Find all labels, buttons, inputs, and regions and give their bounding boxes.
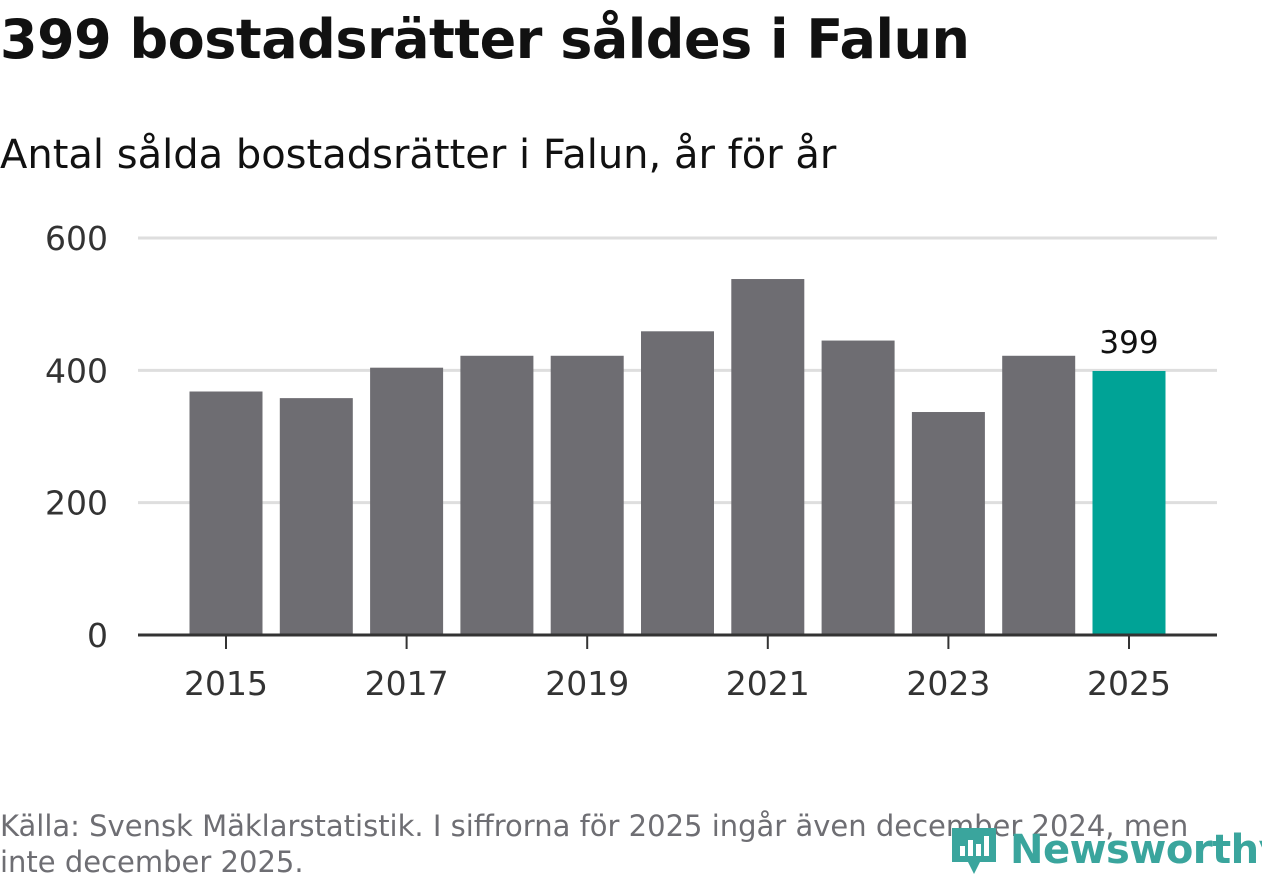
- bar: [731, 279, 805, 635]
- bar: [189, 391, 263, 635]
- chart-title: 399 bostadsrätter såldes i Falun: [0, 8, 970, 71]
- bar: [1002, 355, 1076, 635]
- y-tick-label: 0: [87, 616, 108, 655]
- bars: [189, 279, 1166, 635]
- y-axis-ticks: 0 200 400 600: [45, 219, 108, 655]
- brand-name: Newsworthy: [1010, 827, 1262, 873]
- newsworthy-logo: Newsworthy: [948, 822, 1262, 878]
- chart-subtitle: Antal sålda bostadsrätter i Falun, år fö…: [0, 132, 837, 178]
- x-tick-label: 2019: [545, 664, 629, 703]
- data-label: 399: [1099, 325, 1158, 361]
- data-labels: 399: [1099, 325, 1158, 361]
- x-axis: 2015 2017 2019 2021 2023 2025: [138, 633, 1217, 703]
- bar: [370, 367, 444, 635]
- x-tick-label: 2017: [365, 664, 449, 703]
- bar-highlight: [1092, 370, 1166, 635]
- bar: [550, 355, 624, 635]
- y-tick-label: 600: [45, 219, 108, 258]
- bar: [460, 355, 534, 635]
- bar: [641, 331, 714, 635]
- y-tick-label: 200: [45, 484, 108, 523]
- x-tick-label: 2021: [726, 664, 810, 703]
- bar: [821, 340, 895, 635]
- bar-chart: 0 200 400 600 2015 2017 2019 2021 2023 2025 399: [45, 219, 1217, 703]
- x-tick-label: 2023: [906, 664, 990, 703]
- bar: [279, 398, 353, 635]
- newsworthy-logo-icon: [952, 828, 996, 874]
- y-tick-label: 400: [45, 351, 108, 390]
- x-tick-label: 2015: [184, 664, 268, 703]
- bar: [911, 412, 985, 635]
- x-tick-label: 2025: [1087, 664, 1171, 703]
